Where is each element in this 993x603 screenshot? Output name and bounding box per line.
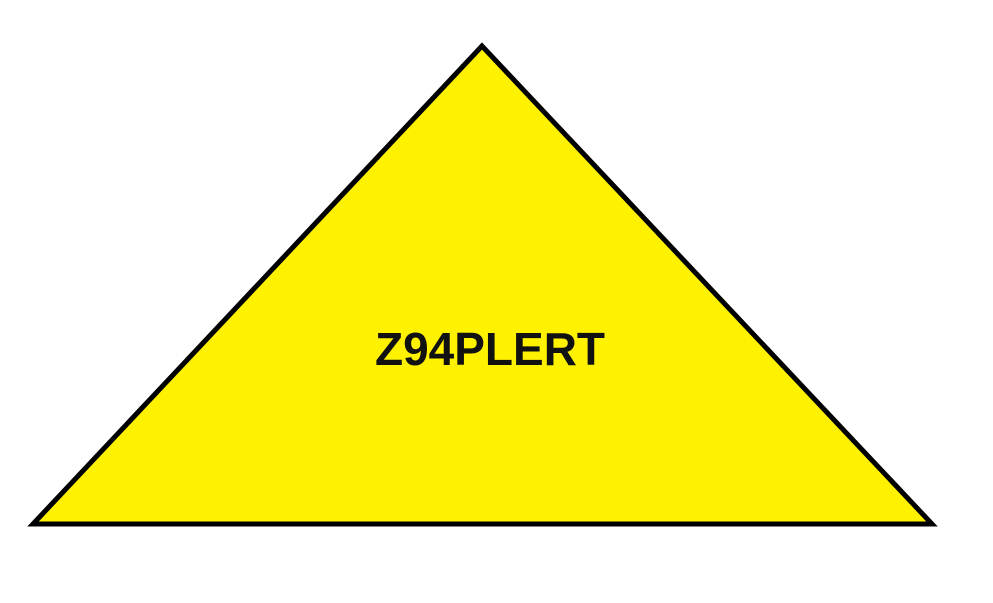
triangle-label: Z94PLERT xyxy=(375,323,605,375)
yellow-triangle xyxy=(27,42,938,527)
